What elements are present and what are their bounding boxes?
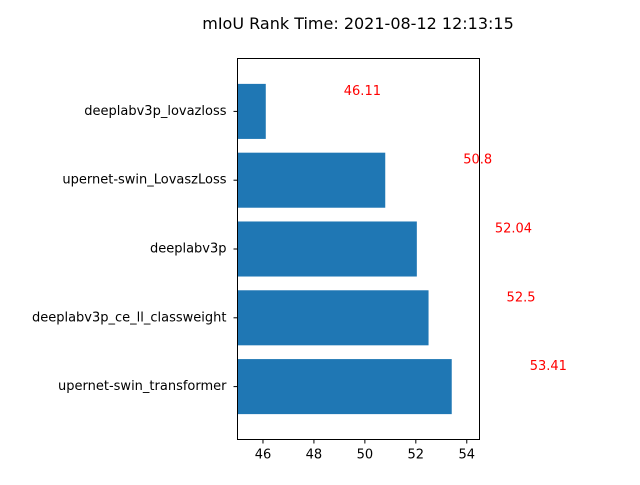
bar xyxy=(237,152,386,208)
y-tick-label: upernet-swin_LovaszLoss xyxy=(62,173,226,188)
x-tick-label: 48 xyxy=(306,448,323,463)
bar xyxy=(237,290,429,346)
y-tick-label: deeplabv3p xyxy=(150,242,227,257)
x-tick-label: 50 xyxy=(357,448,374,463)
value-label: 52.5 xyxy=(507,290,536,305)
x-tick-label: 46 xyxy=(255,448,272,463)
x-tick-label: 52 xyxy=(408,448,425,463)
y-tick-label: deeplabv3p_ce_ll_classweight xyxy=(32,310,227,325)
y-tick-label: deeplabv3p_lovazloss xyxy=(84,104,226,119)
value-label: 52.04 xyxy=(495,222,532,237)
y-tick-label: upernet-swin_transformer xyxy=(58,379,227,394)
bar xyxy=(237,221,417,277)
x-tick-label: 54 xyxy=(458,448,475,463)
bar xyxy=(237,359,452,415)
value-label: 50.8 xyxy=(463,153,492,168)
chart-title: mIoU Rank Time: 2021-08-12 12:13:15 xyxy=(202,14,514,33)
value-label: 46.11 xyxy=(344,84,381,99)
value-label: 53.41 xyxy=(530,359,567,374)
bar xyxy=(237,83,266,139)
